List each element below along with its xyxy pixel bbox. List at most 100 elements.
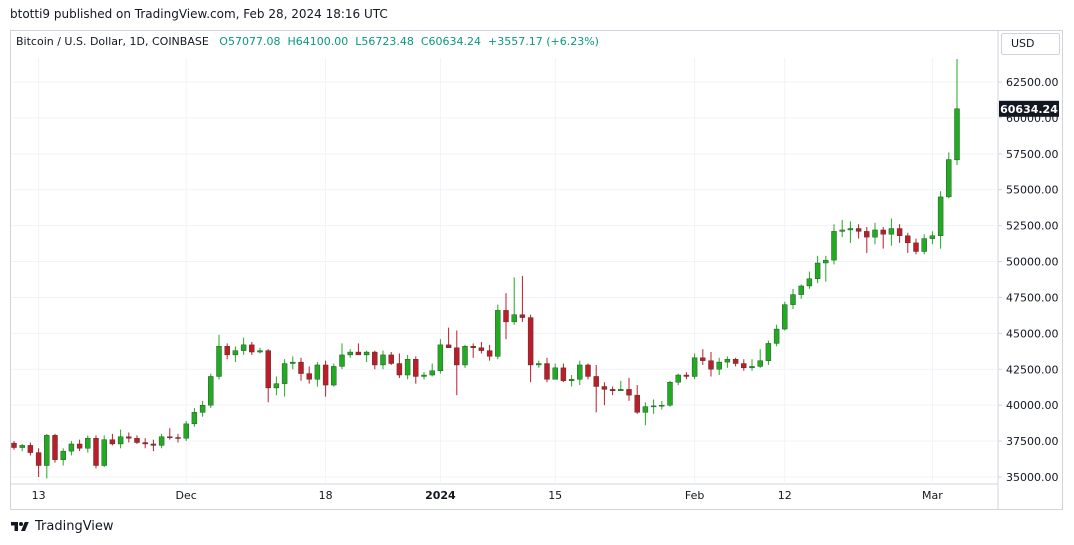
candle-body (888, 228, 895, 235)
candle-body (109, 439, 116, 445)
y-tick-label: 52500.00 (1006, 220, 1059, 233)
candle-body (101, 439, 107, 466)
candle-body (27, 445, 34, 453)
candle-body (454, 347, 460, 366)
candle-body (273, 383, 280, 389)
candle-body (552, 367, 558, 380)
tradingview-logo-icon (11, 521, 29, 531)
candle-body (117, 436, 124, 445)
candle-body (921, 238, 927, 252)
candle-body (306, 373, 312, 380)
candle-body (126, 436, 132, 439)
candle-body (814, 262, 821, 279)
candle-body (224, 346, 230, 356)
candle-body (19, 445, 25, 448)
candle-body (44, 435, 50, 466)
candle-body (716, 361, 722, 370)
candle-body (380, 354, 386, 366)
candle-body (937, 196, 944, 236)
candle-body (158, 436, 165, 446)
candle-body (577, 364, 583, 380)
published-info: btotti9 published on TradingView.com, Fe… (10, 7, 388, 21)
candle-body (790, 294, 796, 305)
candle-body (773, 328, 780, 344)
candle-body (749, 366, 755, 369)
candle-body (478, 347, 485, 351)
x-tick-label: 18 (319, 489, 333, 502)
y-tick-label: 37500.00 (1006, 435, 1059, 448)
candle-body (331, 366, 337, 386)
y-tick-label: 50000.00 (1006, 256, 1059, 269)
candle-body (413, 359, 419, 377)
candle-body (782, 304, 788, 330)
candle-body (265, 350, 271, 389)
currency-button[interactable]: USD (1001, 33, 1060, 55)
x-tick-label: 12 (778, 489, 792, 502)
candle-body (700, 357, 706, 361)
chart-frame[interactable] (10, 30, 1063, 510)
candle-body (388, 354, 394, 364)
candle-body (257, 350, 263, 353)
candle-body (372, 351, 378, 366)
candle-body (618, 389, 624, 392)
candle-body (445, 344, 452, 348)
open-value: O57077.08 (219, 35, 281, 48)
candle-body (249, 344, 255, 353)
candle-body (85, 438, 91, 449)
candle-body (281, 363, 288, 384)
candle-body (503, 310, 509, 323)
candle-body (363, 351, 370, 356)
candle-body (601, 386, 608, 390)
candle-body (404, 359, 411, 376)
y-tick-label: 62500.00 (1006, 76, 1059, 89)
candle-body (93, 438, 99, 466)
candle-body (954, 108, 960, 161)
candle-body (544, 363, 550, 380)
candle-body (691, 357, 698, 377)
candle-body (519, 314, 526, 318)
candle-body (11, 442, 17, 448)
candle-body (708, 360, 714, 370)
candle-body (683, 374, 690, 377)
candle-body (659, 404, 665, 407)
x-tick-label: 2024 (425, 489, 456, 502)
x-tick-label: Dec (176, 489, 197, 502)
candle-body (68, 443, 75, 452)
change-value: +3557.17 (+6.23%) (488, 35, 599, 48)
candle-body (765, 343, 772, 361)
candle-body (806, 278, 813, 287)
candle-body (240, 344, 247, 351)
symbol-label[interactable]: Bitcoin / U.S. Dollar, 1D, COINBASE (16, 35, 209, 48)
footer-brand[interactable]: TradingView (10, 519, 114, 534)
candle-body (232, 350, 239, 356)
candle-body (314, 364, 321, 380)
y-tick-label: 40000.00 (1006, 399, 1059, 412)
candle-body (290, 361, 296, 364)
candle-body (437, 344, 444, 371)
y-tick-label: 47500.00 (1006, 291, 1059, 304)
high-value: H64100.00 (287, 35, 349, 48)
candle-body (896, 228, 903, 236)
candle-body (495, 310, 501, 357)
candle-body (626, 389, 632, 396)
candle-body (568, 379, 575, 381)
y-tick-label: 55000.00 (1006, 184, 1059, 197)
candle-body (724, 359, 731, 363)
candle-body (142, 442, 148, 445)
candle-body (913, 242, 919, 252)
candle-body (134, 438, 140, 443)
candle-body (175, 437, 181, 439)
candle-body (355, 351, 362, 356)
candle-body (675, 374, 681, 383)
y-tick-label: 45000.00 (1006, 327, 1059, 340)
candle-body (757, 360, 763, 367)
candle-body (486, 350, 493, 357)
candle-body (208, 376, 214, 406)
candle-body (183, 423, 189, 439)
candle-body (839, 229, 845, 232)
candle-body (905, 235, 911, 244)
candle-body (470, 346, 476, 348)
candle-body (216, 346, 222, 377)
candle-body (593, 376, 599, 387)
